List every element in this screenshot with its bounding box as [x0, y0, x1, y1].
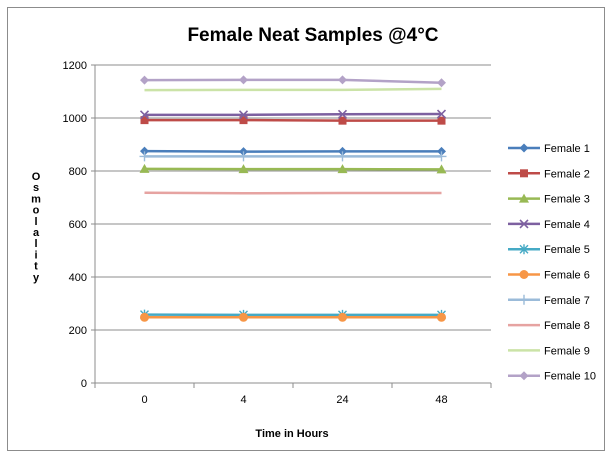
data-point: [338, 146, 347, 156]
data-point: [239, 116, 248, 125]
legend-marker: [520, 169, 528, 178]
legend-item-3: Female 3: [508, 193, 590, 206]
data-point: [337, 151, 348, 162]
series-6: [140, 312, 446, 322]
data-point: [140, 146, 149, 156]
y-tick-label: 0: [81, 378, 87, 390]
series-line: [144, 112, 442, 117]
data-point: [337, 164, 348, 174]
data-point: [338, 312, 347, 322]
data-point: [238, 164, 249, 174]
legend-marker: [519, 371, 529, 381]
legend-item-8: Female 8: [508, 320, 590, 332]
series-8: [144, 191, 442, 195]
x-tick-label: 4: [240, 394, 246, 406]
legend-marker: [519, 219, 529, 229]
legend-item-2: Female 2: [508, 168, 590, 180]
legend: Female 1 Female 2 Female 3 Female 4 Female 5…: [508, 143, 596, 383]
data-point: [437, 78, 446, 88]
y-tick-label: 200: [69, 325, 87, 337]
legend-item-5: Female 5: [508, 244, 590, 256]
x-tick-label: 48: [435, 394, 447, 406]
legend-item-4: Female 4: [508, 219, 590, 231]
chart-canvas: Female Neat Samples @4°C 0 200 400 600 800 10…: [31, 25, 596, 440]
data-point: [140, 312, 149, 322]
legend-item-1: Female 1: [508, 143, 590, 155]
data-point: [436, 109, 447, 119]
data-point: [436, 151, 447, 162]
chart-frame: Female Neat Samples @4°C 0 200 400 600 800 10…: [7, 7, 605, 451]
y-tick-label: 400: [69, 272, 87, 284]
gridlines: [95, 64, 491, 331]
data-point: [239, 312, 248, 322]
y-tick-label: 800: [69, 166, 87, 178]
series-2: [140, 116, 446, 125]
y-tick-label: 1200: [63, 60, 87, 72]
series-line: [144, 167, 442, 171]
axes: 0 200 400 600 800 1000 1200 0 4 24 48: [63, 60, 492, 406]
chart-title: Female Neat Samples @4°C: [187, 25, 438, 46]
legend-label: Female 9: [544, 345, 590, 357]
legend-item-7: Female 7: [508, 295, 590, 307]
legend-label: Female 7: [544, 295, 590, 307]
series-7: [139, 151, 447, 162]
legend-label: Female 1: [544, 143, 590, 155]
y-tick-label: 1000: [63, 113, 87, 125]
data-point: [238, 151, 249, 162]
legend-label: Female 2: [544, 168, 590, 180]
data-point: [139, 151, 150, 162]
y-tick-label: 600: [69, 219, 87, 231]
data-point: [337, 109, 348, 119]
series-line: [144, 87, 442, 92]
legend-marker: [519, 294, 529, 305]
legend-label: Female 6: [544, 270, 590, 282]
series-4: [139, 109, 447, 120]
data-point: [436, 164, 447, 174]
data-point: [338, 75, 347, 85]
legend-marker: [519, 143, 529, 153]
data-point: [437, 312, 446, 322]
series-9: [144, 87, 442, 92]
data-point: [437, 146, 446, 156]
data-point: [338, 116, 347, 125]
legend-item-9: Female 9: [508, 345, 590, 357]
series-lines: [139, 75, 447, 322]
legend-item-6: Female 6: [508, 270, 590, 282]
x-axis-title: Time in Hours: [255, 428, 328, 440]
data-point: [437, 116, 446, 125]
legend-label: Female 10: [544, 371, 596, 383]
series-line: [144, 149, 442, 153]
series-10: [140, 75, 446, 88]
legend-marker: [519, 270, 529, 279]
legend-marker: [519, 193, 529, 203]
series-3: [139, 163, 447, 174]
x-tick-label: 0: [141, 394, 147, 406]
data-point: [238, 110, 249, 120]
legend-label: Female 5: [544, 244, 590, 256]
legend-label: Female 4: [544, 219, 590, 231]
legend-label: Female 8: [544, 320, 590, 332]
series-line: [144, 191, 442, 195]
x-tick-label: 24: [336, 394, 348, 406]
legend-marker: [519, 244, 529, 255]
data-point: [239, 75, 248, 85]
series-line: [144, 78, 442, 85]
data-point: [140, 75, 149, 85]
legend-label: Female 3: [544, 194, 590, 206]
series-1: [140, 146, 446, 157]
data-point: [139, 163, 150, 173]
data-point: [139, 110, 150, 120]
series-line: [144, 118, 442, 122]
legend-item-10: Female 10: [508, 371, 596, 383]
data-point: [140, 116, 149, 125]
